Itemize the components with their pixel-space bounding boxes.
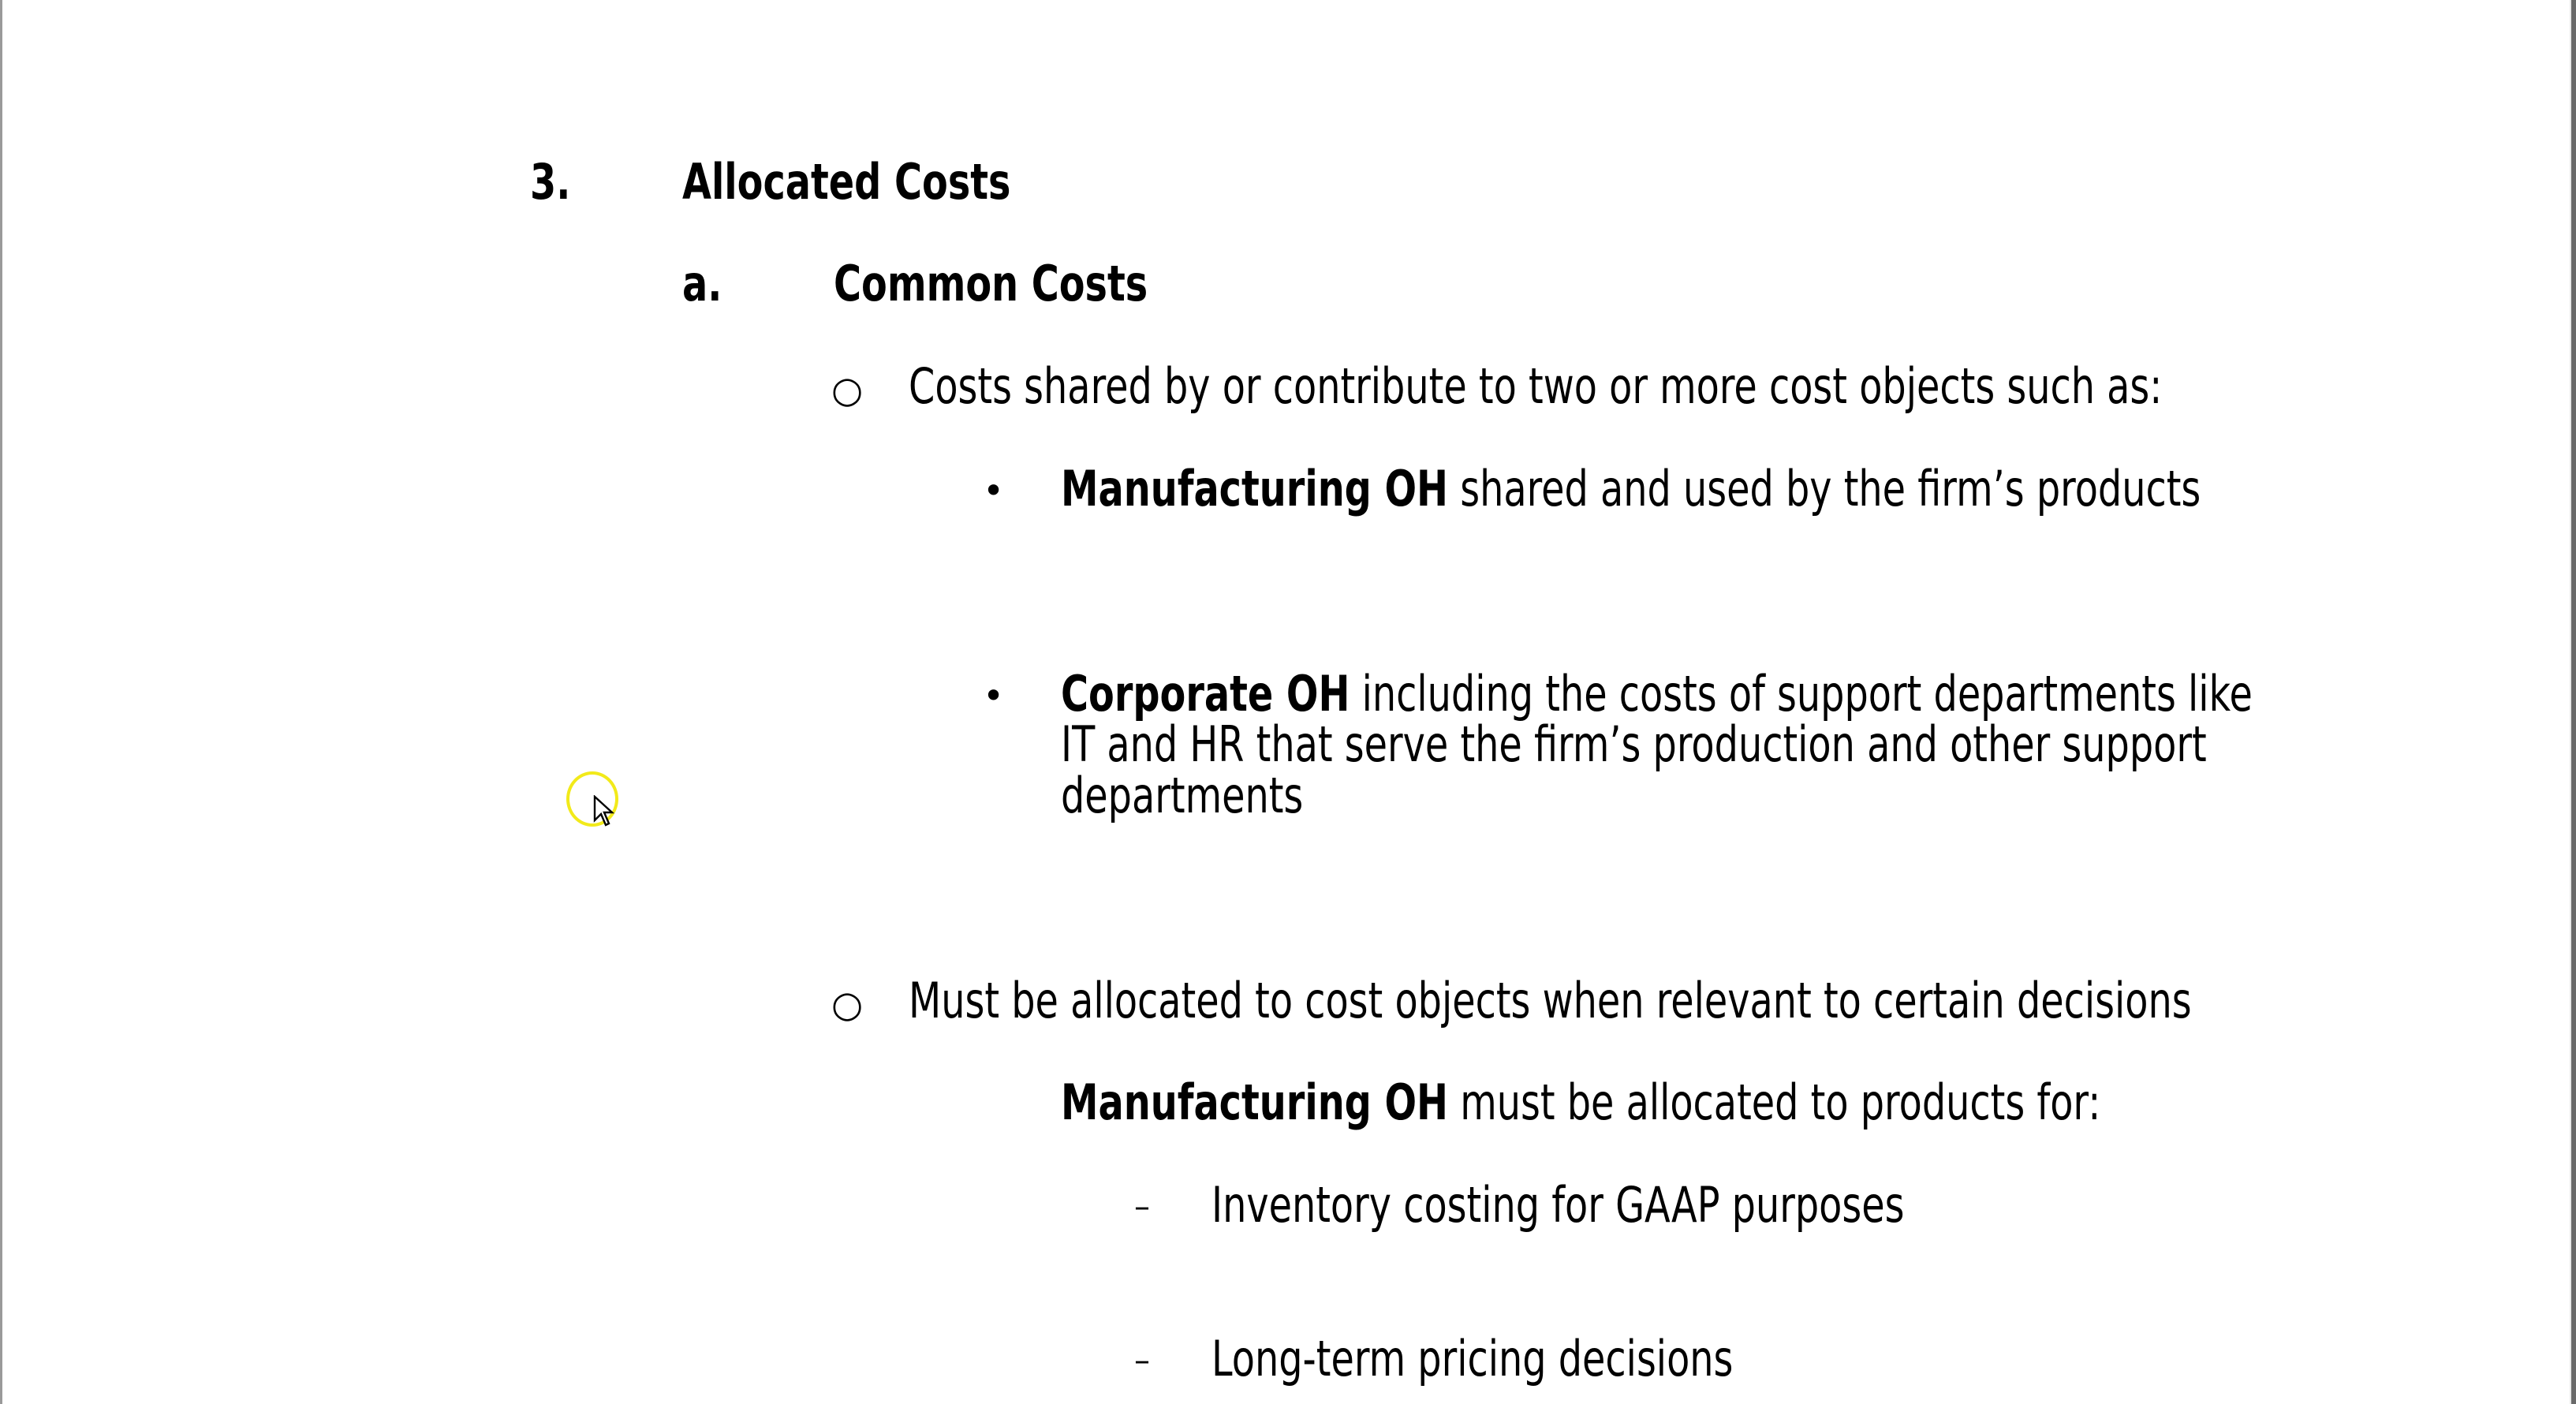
bullet-text-line2: IT and HR that serve the firm’s producti… [1061,715,2207,773]
dash-item-text: Inventory costing for GAAP purposes [1211,1176,1905,1234]
bullet-rest: including the costs of support departmen… [1350,665,2253,723]
bullet-icon: • [983,469,1005,512]
point-text: Costs shared by or contribute to two or … [909,357,2163,415]
bullet-text-line3: departments [1061,767,1304,824]
section-title: Allocated Costs [682,153,1011,211]
bullet-bold: Corporate OH [1061,665,1350,723]
hollow-bullet-icon: ○ [831,983,864,1025]
window-left-border [0,0,2,1404]
bullet-text: Manufacturing OH shared and used by the … [1061,464,2201,514]
dash-icon: – [1134,1342,1150,1379]
dash-icon: – [1134,1189,1150,1225]
mouse-pointer-icon [593,795,615,827]
dash-item-text: Long-term pricing decisions [1211,1330,1734,1387]
subsection-letter: a. [682,255,722,312]
scrollbar-track[interactable] [2570,0,2571,1404]
section-number: 3. [530,153,571,211]
window-right-border [2571,0,2576,1404]
note-text: Manufacturing OH must be allocated to pr… [1061,1077,2100,1128]
point-text: Must be allocated to cost objects when r… [909,972,2192,1029]
bullet-bold: Manufacturing OH [1061,460,1449,517]
note-rest: must be allocated to products for: [1448,1074,2101,1131]
note-bold: Manufacturing OH [1061,1074,1449,1131]
hollow-bullet-icon: ○ [831,368,864,411]
bullet-rest: shared and used by the firm’s products [1448,460,2201,517]
cursor-highlight [566,771,618,827]
bullet-icon: • [983,674,1005,717]
subsection-title: Common Costs [834,255,1148,312]
bullet-text-line1: Corporate OH including the costs of supp… [1061,669,2253,719]
